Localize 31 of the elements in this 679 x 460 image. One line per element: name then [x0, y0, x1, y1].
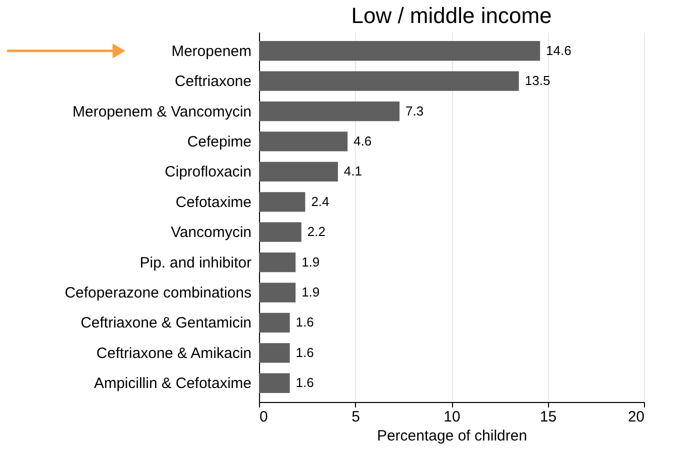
data-label: 14.6 [546, 42, 572, 58]
data-label: 1.6 [296, 314, 314, 330]
data-label: 4.1 [344, 164, 362, 179]
x-tick-label: 0 [260, 408, 268, 426]
y-tick-label: Ceftriaxone [174, 73, 252, 90]
y-tick-label: Cefoperazone combinations [64, 284, 252, 302]
data-label: 1.6 [296, 344, 314, 360]
y-tick-label: Cefotaxime [176, 194, 252, 211]
y-tick-label: Vancomycin [170, 224, 252, 242]
data-label: 7.3 [406, 103, 424, 118]
data-label: 1.6 [296, 375, 314, 390]
data-label: 1.9 [302, 254, 320, 270]
y-tick-label: Ceftriaxone & Amikacin [96, 344, 252, 362]
y-tick-label: Ampicillin & Cefotaxime [94, 375, 252, 392]
x-tick-label: 15 [540, 408, 557, 426]
data-label: 2.2 [307, 224, 326, 240]
data-label: 2.4 [311, 194, 330, 209]
x-tick-label: 5 [352, 408, 360, 426]
x-tick-label: 20 [628, 408, 644, 426]
data-label: 4.6 [354, 133, 372, 148]
x-tick-label: 10 [444, 408, 460, 426]
y-tick-label: Pip. and inhibitor [140, 254, 252, 272]
y-tick-label: Cefepime [187, 133, 252, 150]
chart-title: Low / middle income [351, 3, 552, 28]
y-tick-label: Ceftriaxone & Gentamicin [80, 314, 252, 332]
x-axis-title: Percentage of children [376, 428, 528, 444]
y-tick-label: Meropenem & Vancomycin [72, 103, 252, 120]
y-tick-label: Ciprofloxacin [164, 164, 252, 181]
y-tick-label: Meropenem [171, 42, 252, 60]
data-label: 13.5 [524, 73, 550, 88]
data-label: 1.9 [302, 284, 320, 300]
